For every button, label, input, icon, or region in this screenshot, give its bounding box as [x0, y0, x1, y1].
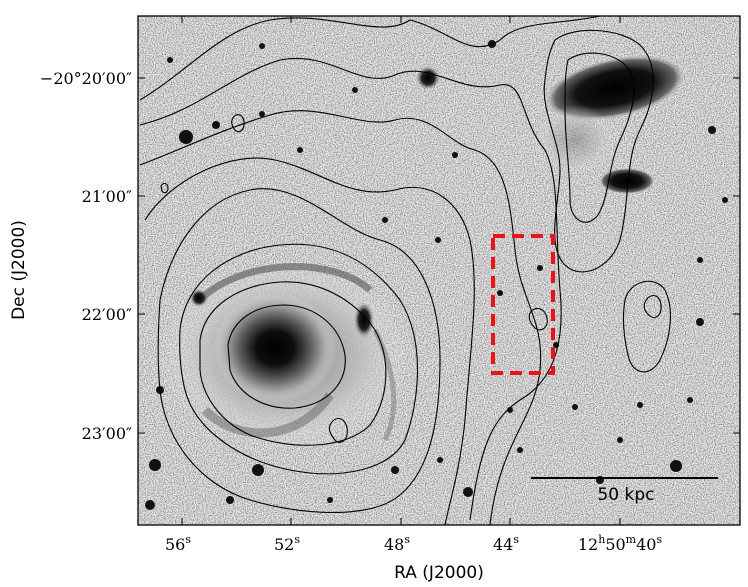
x-tick-label: 52s: [274, 533, 300, 554]
y-axis-title: Dec (J2000): [9, 220, 29, 320]
x-tick-label: 56s: [165, 533, 191, 554]
x-tick-labels: 56s 52s 48s 44s 12h50m40s: [165, 533, 662, 554]
y-tick-label: 22′00″: [82, 305, 132, 324]
x-tick-label: 44s: [493, 533, 519, 554]
x-tick-label: 12h50m40s: [578, 533, 663, 554]
scale-bar-label: 50 kpc: [597, 485, 654, 505]
plot-frame: [137, 15, 741, 526]
small-galaxy: [599, 168, 655, 194]
sky-image: 50 kpc: [138, 16, 740, 525]
highlight-box: [491, 234, 555, 375]
bright-star: [416, 66, 440, 90]
x-tick-label: 48s: [384, 533, 410, 554]
diffuse-emission: [535, 105, 615, 175]
y-tick-label: 23′00″: [82, 424, 132, 443]
spiral-arm: [197, 263, 373, 303]
x-axis-title: RA (J2000): [394, 563, 484, 583]
spiral-arm: [201, 392, 334, 438]
bright-star: [190, 289, 208, 307]
companion-galaxy: [354, 302, 374, 338]
y-tick-label: −20°20′00″: [40, 69, 132, 88]
y-tick-labels: −20°20′00″ 21′00″ 22′00″ 23′00″: [40, 69, 132, 443]
spiral-galaxy: [213, 293, 337, 403]
contour-lines: [139, 16, 671, 525]
tick-marks: [138, 16, 740, 525]
y-tick-label: 21′00″: [82, 187, 132, 206]
